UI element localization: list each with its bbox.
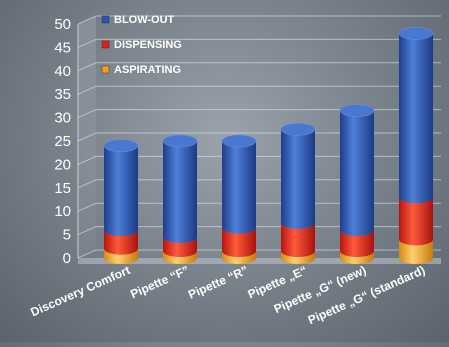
gridline bbox=[77, 179, 441, 189]
bar-segment-dispensing bbox=[222, 227, 256, 257]
bar-stack bbox=[103, 139, 139, 264]
legend-swatch bbox=[101, 65, 110, 74]
y-axis: 0 5 10 15 20 25 30 35 40 45 50 bbox=[54, 16, 79, 267]
legend: BLOW-OUT DISPENSING ASPIRATING bbox=[101, 14, 182, 76]
y-tick-label: 50 bbox=[54, 16, 71, 33]
legend-label: DISPENSING bbox=[114, 39, 182, 51]
gridline bbox=[77, 132, 441, 142]
bar-stack bbox=[339, 104, 375, 264]
bar-segment-dispensing bbox=[399, 197, 433, 246]
bar-top bbox=[339, 104, 375, 117]
gridline bbox=[77, 226, 441, 236]
bar-stack bbox=[280, 123, 316, 264]
bar-top bbox=[103, 139, 139, 152]
bar-segment-dispensing bbox=[340, 229, 374, 257]
bar-segment-aspirating bbox=[163, 250, 197, 264]
gridline bbox=[77, 109, 441, 119]
gridline bbox=[77, 62, 441, 72]
bar-segment-aspirating bbox=[104, 248, 138, 264]
legend-swatch bbox=[101, 15, 110, 24]
y-tick-label: 45 bbox=[54, 39, 71, 56]
bar-top bbox=[162, 134, 198, 148]
bar-segment-blow-out bbox=[281, 129, 315, 229]
bar-segment-blow-out bbox=[163, 141, 197, 243]
bar-top bbox=[398, 27, 434, 40]
bar-stack bbox=[221, 134, 257, 264]
gridline bbox=[77, 155, 441, 165]
y-tick-label: 35 bbox=[54, 86, 71, 103]
bar-segment-blow-out bbox=[222, 141, 256, 234]
gridline bbox=[77, 85, 441, 95]
bar-top bbox=[280, 123, 316, 136]
legend-swatch bbox=[101, 40, 110, 49]
y-tick-label: 30 bbox=[54, 110, 71, 127]
gridline bbox=[77, 202, 441, 212]
y-tick-label: 10 bbox=[54, 203, 71, 220]
gridline bbox=[77, 15, 441, 25]
bars bbox=[103, 27, 434, 264]
bar-top bbox=[221, 134, 257, 148]
y-tick-label: 25 bbox=[54, 133, 71, 150]
y-tick-label: 20 bbox=[54, 156, 71, 173]
bar-segment-aspirating bbox=[399, 239, 433, 264]
bar-segment-aspirating bbox=[222, 250, 256, 264]
bar-segment-aspirating bbox=[340, 250, 374, 264]
bar-stack bbox=[398, 27, 434, 264]
y-tick-label: 40 bbox=[54, 63, 71, 80]
x-tick-label: Pipette “R” bbox=[186, 263, 250, 302]
bar-segment-dispensing bbox=[163, 236, 197, 257]
bar-segment-blow-out bbox=[340, 110, 374, 236]
legend-label: BLOW-OUT bbox=[114, 14, 175, 26]
bar-stack bbox=[162, 134, 198, 264]
y-tick-label: 5 bbox=[63, 227, 71, 244]
bar-segment-blow-out bbox=[104, 145, 138, 236]
gridline bbox=[77, 249, 441, 259]
x-tick-label: Discovery Comfort bbox=[28, 263, 132, 319]
gridlines bbox=[77, 15, 441, 259]
bar-segment-blow-out bbox=[399, 33, 433, 204]
x-tick-label: Pipette “F” bbox=[128, 263, 191, 301]
bar-segment-dispensing bbox=[104, 229, 138, 255]
y-tick-label: 0 bbox=[63, 250, 71, 267]
legend-label: ASPIRATING bbox=[114, 64, 181, 76]
bar-segment-aspirating bbox=[281, 250, 315, 264]
bar-segment-dispensing bbox=[281, 222, 315, 257]
y-tick-label: 15 bbox=[54, 180, 71, 197]
gridline bbox=[77, 38, 441, 48]
